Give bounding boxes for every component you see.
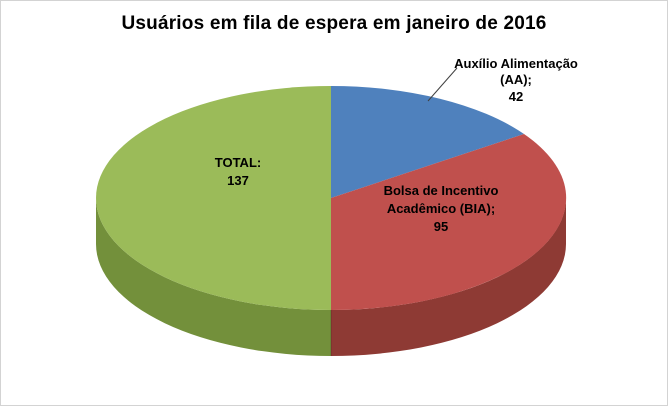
label-bia-value: 95 — [433, 218, 449, 234]
slice-total-side — [96, 198, 331, 356]
slice-bia — [331, 134, 567, 311]
label-total-category: TOTAL: — [214, 155, 262, 170]
label-bia-line2: Acadêmico (BIA); — [386, 200, 496, 216]
label-total: TOTAL: 137 — [168, 154, 308, 190]
slice-aa — [331, 85, 524, 198]
chart-title: Usuários em fila de espera em janeiro de… — [121, 13, 547, 34]
slice-bia-side — [331, 198, 566, 356]
label-total-value: 137 — [227, 172, 249, 188]
label-aa-line2: (AA); — [500, 72, 532, 88]
label-bia-line1: Bolsa de Incentivo — [383, 183, 499, 198]
label-aa-line1: Auxílio Alimentação — [454, 56, 578, 71]
slice-total — [96, 86, 331, 310]
label-aa-value: 42 — [508, 88, 524, 104]
label-aa: Auxílio Alimentação (AA); 42 — [431, 56, 601, 105]
label-bia: Bolsa de Incentivo Acadêmico (BIA); 95 — [366, 182, 516, 236]
leader-line-aa — [427, 67, 458, 102]
